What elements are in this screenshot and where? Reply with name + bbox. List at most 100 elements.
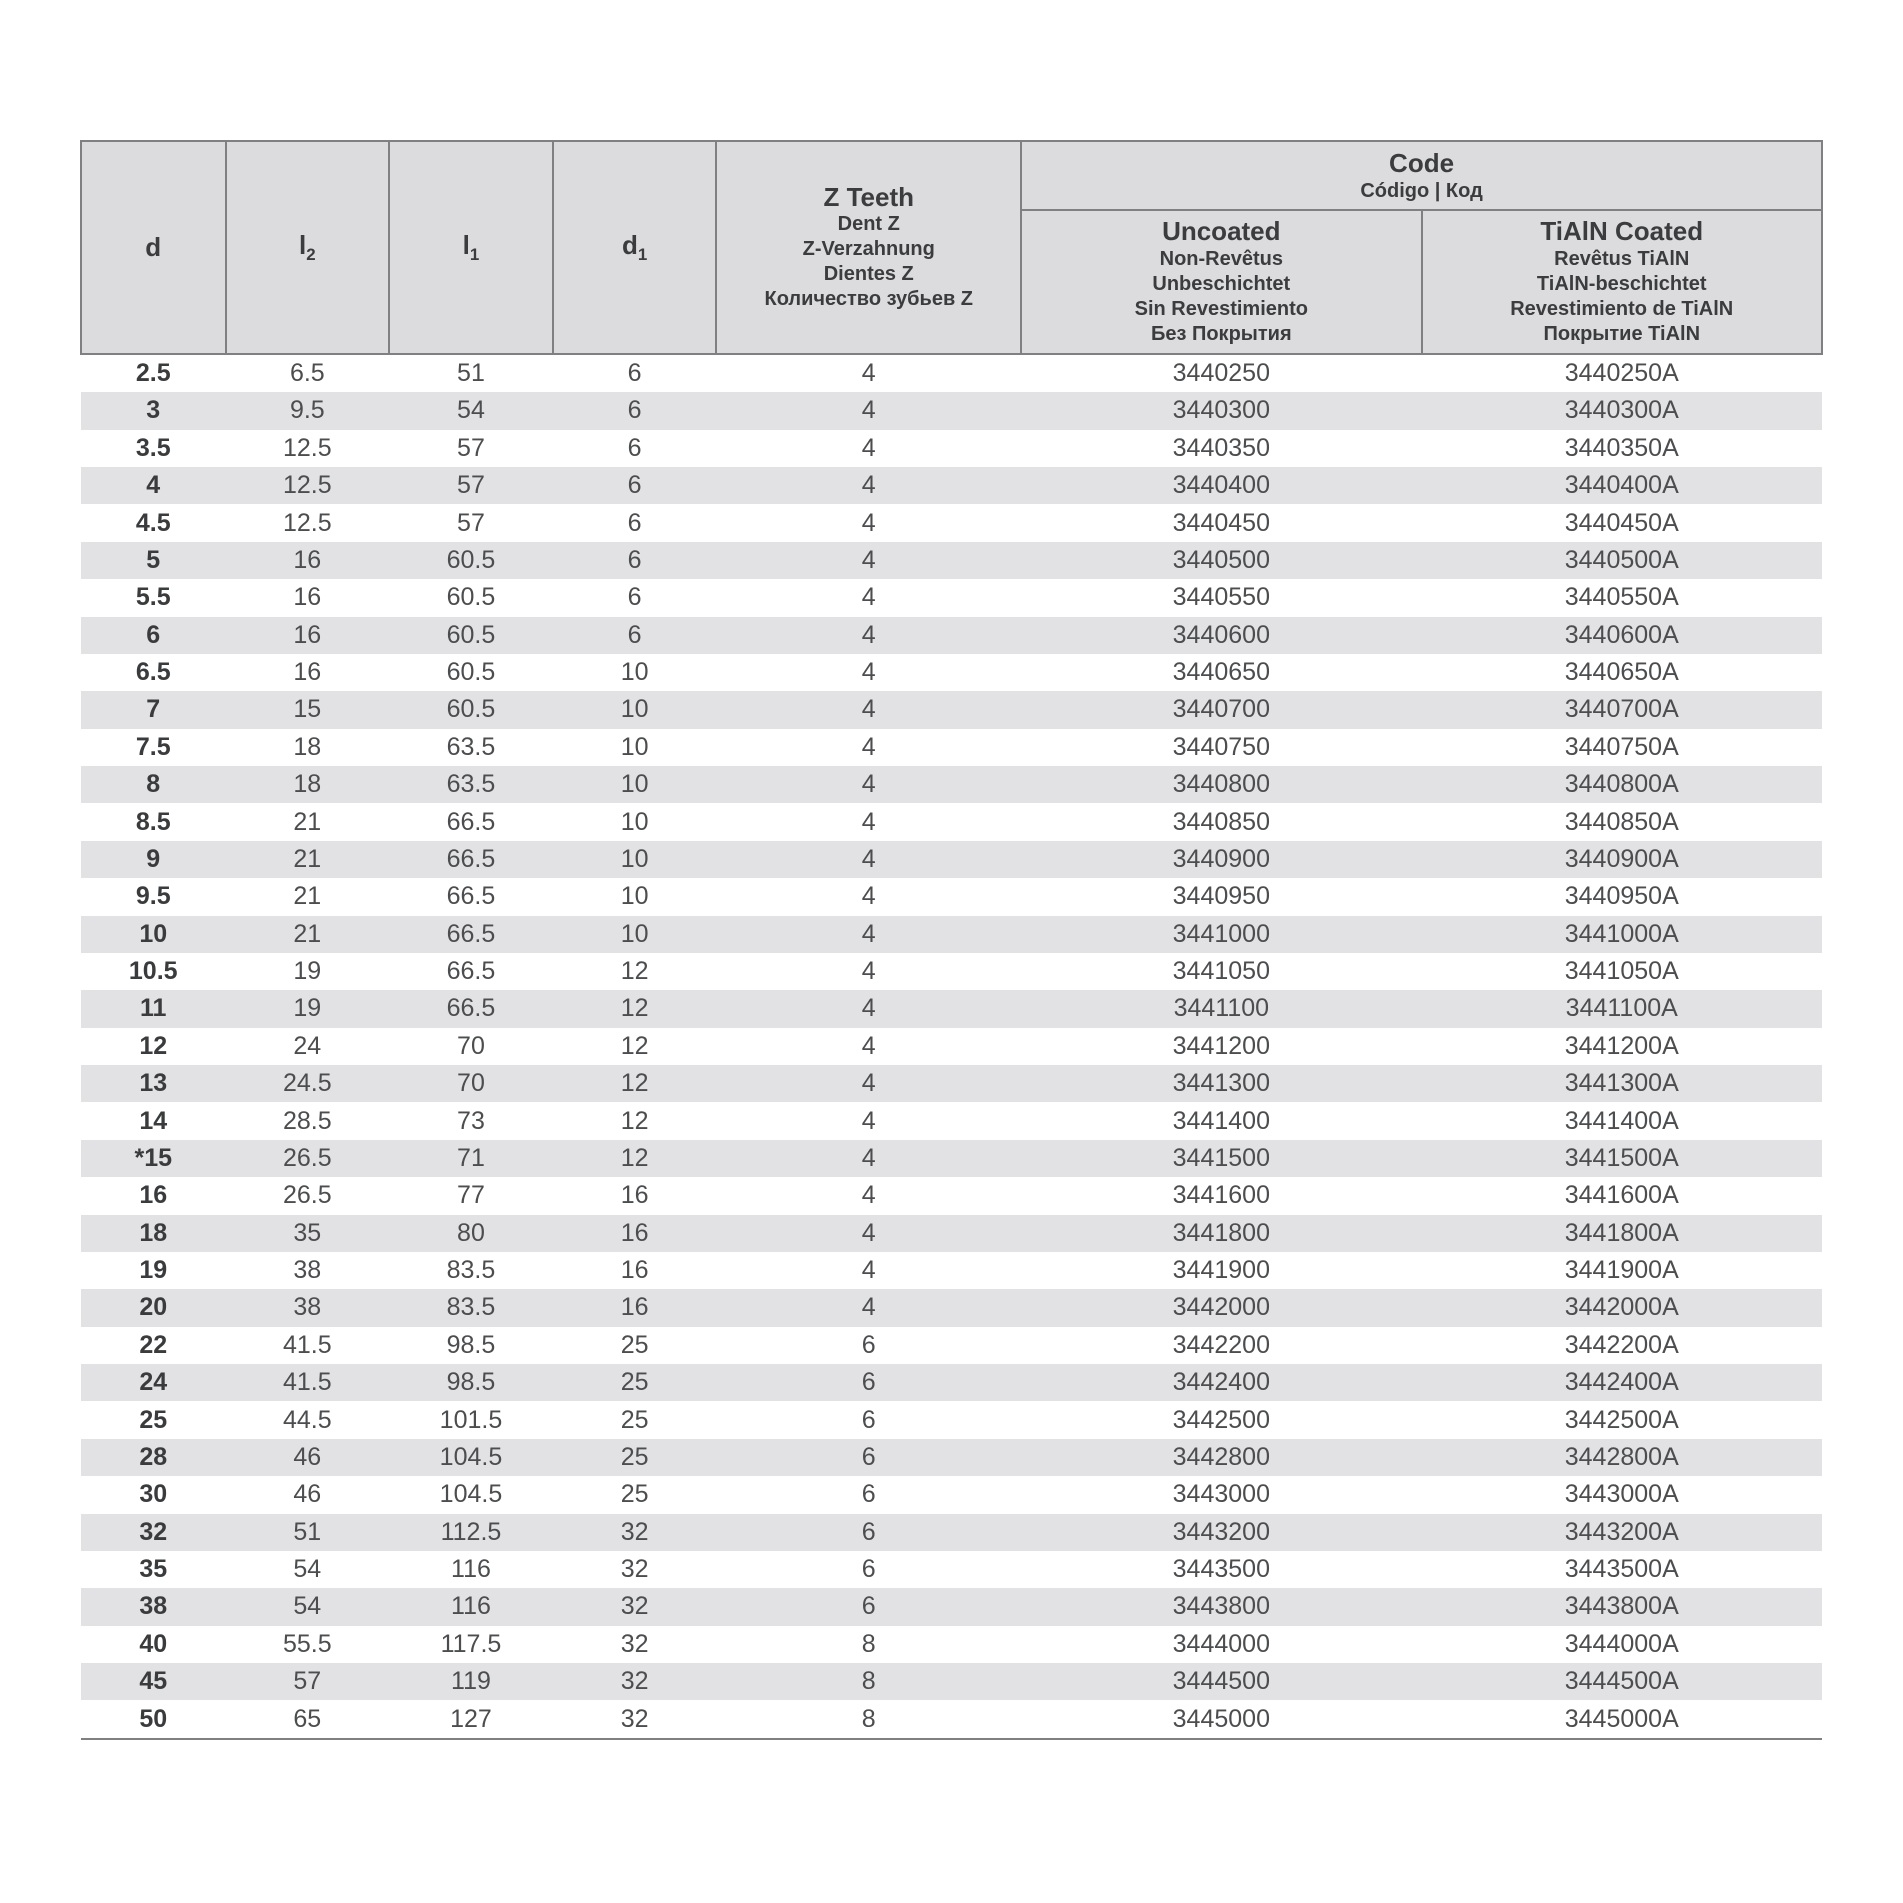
cell-l1: 66.5: [389, 953, 553, 990]
table-row: 81863.510434408003440800A: [81, 766, 1822, 803]
cell-l1: 127: [389, 1700, 553, 1738]
cell-l2: 9.5: [226, 392, 390, 429]
cell-d1: 32: [553, 1626, 717, 1663]
cell-d: 9.5: [81, 878, 226, 915]
cell-l1: 80: [389, 1215, 553, 1252]
cell-l2: 15: [226, 691, 390, 728]
cell-tialn: 3440550A: [1422, 579, 1822, 616]
cell-d1: 6: [553, 617, 717, 654]
table-row: 2.56.5516434402503440250A: [81, 354, 1822, 392]
cell-l1: 57: [389, 504, 553, 541]
cell-d: 45: [81, 1663, 226, 1700]
cell-d: 30: [81, 1476, 226, 1513]
table-row: 1324.57012434413003441300A: [81, 1065, 1822, 1102]
table-row: 3251112.532634432003443200A: [81, 1514, 1822, 1551]
cell-tialn: 3440900A: [1422, 841, 1822, 878]
cell-tialn: 3440800A: [1422, 766, 1822, 803]
table-row: 3.512.5576434403503440350A: [81, 430, 1822, 467]
cell-l2: 16: [226, 654, 390, 691]
cell-d: 12: [81, 1028, 226, 1065]
table-row: 2846104.525634428003442800A: [81, 1439, 1822, 1476]
cell-d: 6: [81, 617, 226, 654]
cell-tialn: 3443000A: [1422, 1476, 1822, 1513]
cell-d: 9: [81, 841, 226, 878]
cell-uncoated: 3441000: [1021, 916, 1421, 953]
page: d l2 l1 d1 Z Teeth Dent ZZ-VerzahnungDie…: [0, 0, 1903, 1740]
table-row: 193883.516434419003441900A: [81, 1252, 1822, 1289]
cell-tialn: 3440450A: [1422, 504, 1822, 541]
cell-tialn: 3440400A: [1422, 467, 1822, 504]
cell-l2: 16: [226, 579, 390, 616]
cell-z: 8: [716, 1626, 1021, 1663]
cell-l1: 83.5: [389, 1289, 553, 1326]
table-row: 1626.57716434416003441600A: [81, 1177, 1822, 1214]
cell-d1: 10: [553, 841, 717, 878]
header-tialn: TiAlN Coated Revêtus TiAlNTiAlN-beschich…: [1422, 210, 1822, 354]
header-l2: l2: [226, 141, 390, 354]
header-uncoated-main: Uncoated: [1162, 216, 1280, 246]
table-row: 39.5546434403003440300A: [81, 392, 1822, 429]
cell-l2: 55.5: [226, 1626, 390, 1663]
cell-l1: 66.5: [389, 803, 553, 840]
cell-l1: 51: [389, 354, 553, 392]
table-row: 4055.5117.532834440003444000A: [81, 1626, 1822, 1663]
cell-d: 32: [81, 1514, 226, 1551]
table-row: 455711932834445003444500A: [81, 1663, 1822, 1700]
cell-tialn: 3440850A: [1422, 803, 1822, 840]
cell-d: 8.5: [81, 803, 226, 840]
cell-l2: 21: [226, 878, 390, 915]
cell-tialn: 3440250A: [1422, 354, 1822, 392]
cell-d: 25: [81, 1401, 226, 1438]
cell-uncoated: 3440900: [1021, 841, 1421, 878]
cell-z: 6: [716, 1588, 1021, 1625]
header-code-main: Code: [1389, 148, 1454, 178]
header-uncoated-sub: Non-RevêtusUnbeschichtetSin Revestimient…: [1026, 247, 1416, 347]
cell-d1: 12: [553, 1140, 717, 1177]
cell-d1: 10: [553, 729, 717, 766]
cell-tialn: 3441050A: [1422, 953, 1822, 990]
cell-d1: 10: [553, 691, 717, 728]
cell-d: 19: [81, 1252, 226, 1289]
cell-z: 4: [716, 1065, 1021, 1102]
cell-l1: 104.5: [389, 1439, 553, 1476]
cell-d: 20: [81, 1289, 226, 1326]
table-header: d l2 l1 d1 Z Teeth Dent ZZ-VerzahnungDie…: [81, 141, 1822, 354]
cell-tialn: 3441800A: [1422, 1215, 1822, 1252]
cell-d: 22: [81, 1327, 226, 1364]
cell-d: 50: [81, 1700, 226, 1738]
cell-l1: 112.5: [389, 1514, 553, 1551]
cell-l1: 104.5: [389, 1476, 553, 1513]
cell-tialn: 3443500A: [1422, 1551, 1822, 1588]
cell-z: 4: [716, 1289, 1021, 1326]
cell-tialn: 3444500A: [1422, 1663, 1822, 1700]
cell-z: 4: [716, 878, 1021, 915]
cell-uncoated: 3441800: [1021, 1215, 1421, 1252]
cell-d: 3.5: [81, 430, 226, 467]
cell-z: 4: [716, 1177, 1021, 1214]
cell-d: 4.5: [81, 504, 226, 541]
cell-l1: 57: [389, 467, 553, 504]
cell-l2: 18: [226, 766, 390, 803]
table-row: 2441.598.525634424003442400A: [81, 1364, 1822, 1401]
header-l1-label: l1: [463, 230, 480, 260]
cell-d1: 6: [553, 579, 717, 616]
cell-d: 8: [81, 766, 226, 803]
cell-z: 4: [716, 617, 1021, 654]
cell-d1: 12: [553, 1028, 717, 1065]
cell-d1: 32: [553, 1588, 717, 1625]
cell-uncoated: 3440950: [1021, 878, 1421, 915]
cell-l2: 26.5: [226, 1177, 390, 1214]
table-row: 2241.598.525634422003442200A: [81, 1327, 1822, 1364]
cell-l2: 21: [226, 841, 390, 878]
cell-d1: 6: [553, 354, 717, 392]
cell-d: 35: [81, 1551, 226, 1588]
cell-l2: 21: [226, 803, 390, 840]
table-row: 92166.510434409003440900A: [81, 841, 1822, 878]
cell-l1: 60.5: [389, 542, 553, 579]
table-row: 8.52166.510434408503440850A: [81, 803, 1822, 840]
cell-d1: 6: [553, 504, 717, 541]
cell-l2: 26.5: [226, 1140, 390, 1177]
cell-uncoated: 3440700: [1021, 691, 1421, 728]
cell-z: 4: [716, 392, 1021, 429]
cell-l2: 41.5: [226, 1327, 390, 1364]
